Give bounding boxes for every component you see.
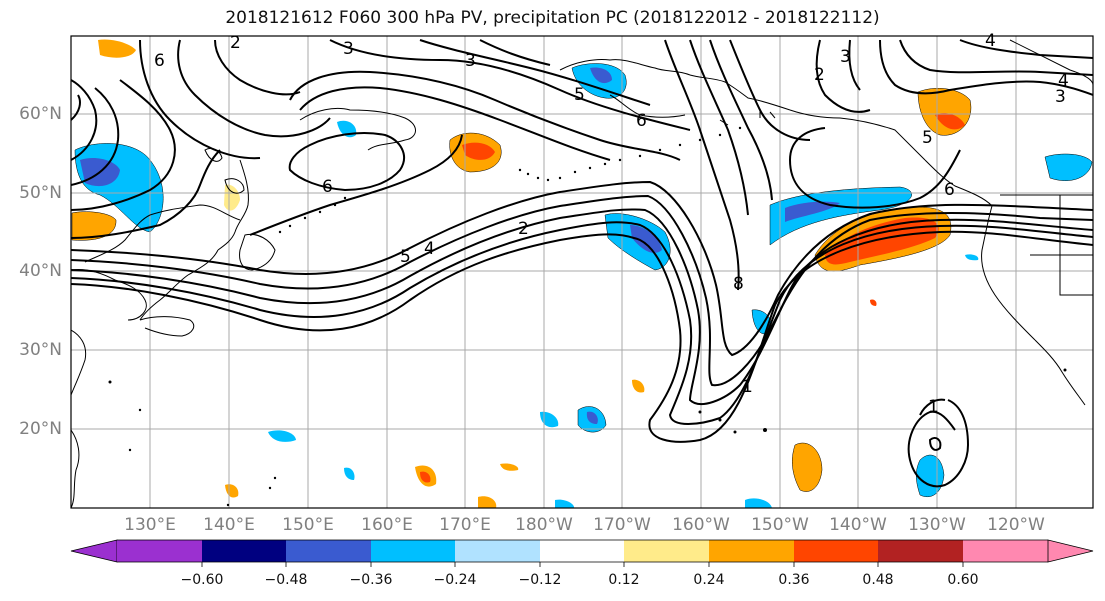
contour-label: 1: [742, 377, 753, 397]
lat-label: 50°N: [19, 183, 62, 203]
contour-label: 5: [922, 128, 933, 148]
pv-contours: [71, 39, 1093, 488]
colorbar-tick: 0.36: [778, 572, 810, 588]
colorbar-tick: 0.60: [947, 572, 979, 588]
contour-label: 3: [465, 51, 476, 71]
contour-label: 5: [574, 85, 585, 105]
colorbar: [70, 539, 1094, 567]
lon-label: 160°W: [672, 515, 730, 535]
contour-label: 6: [154, 51, 165, 71]
coastlines: [71, 39, 1093, 508]
contour-label: 3: [343, 39, 354, 59]
contour-label: 6: [636, 111, 647, 131]
lon-label: 130°W: [908, 515, 966, 535]
lon-label: 160°E: [361, 515, 413, 535]
lon-label: 140°E: [203, 515, 255, 535]
lon-label: 170°E: [439, 515, 491, 535]
map-title: 2018121612 F060 300 hPa PV, precipitatio…: [225, 8, 880, 28]
contour-label: 2: [230, 33, 241, 53]
contour-label: 6: [944, 180, 955, 200]
contour-label: 5: [400, 247, 411, 267]
contour-label: 6: [322, 177, 333, 197]
contour-label: 4: [424, 239, 435, 259]
lon-label: 180°W: [515, 515, 573, 535]
lon-label: 130°E: [124, 515, 176, 535]
colorbar-tick: −0.48: [264, 572, 308, 588]
lon-label: 120°W: [987, 515, 1045, 535]
colorbar-tick: −0.24: [433, 572, 477, 588]
colorbar-tick: −0.60: [180, 572, 224, 588]
lon-label: 150°E: [282, 515, 334, 535]
lat-label: 60°N: [19, 104, 62, 124]
contour-label: 3: [840, 47, 851, 67]
lat-label: 20°N: [19, 419, 62, 439]
contour-label: 2: [518, 219, 529, 239]
map-panel: 1 1 2 2 2 3 3 3 3 4 4 4 5 5 5 6 6 6 6 8: [70, 31, 1094, 509]
contour-label: 2: [814, 65, 825, 85]
contour-label: 4: [985, 31, 996, 51]
contour-labels: 1 1 2 2 2 3 3 3 3 4 4 4 5 5 5 6 6 6 6 8: [154, 31, 1069, 417]
lat-label: 30°N: [19, 340, 62, 360]
lon-label: 170°W: [593, 515, 651, 535]
lat-label: 40°N: [19, 261, 62, 281]
graticule: [71, 36, 1093, 508]
islands: [108, 126, 1067, 507]
colorbar-tick: −0.36: [349, 572, 393, 588]
colorbar-tick: 0.12: [608, 572, 640, 588]
contour-label: 1: [928, 397, 939, 417]
lon-label: 150°W: [751, 515, 809, 535]
contour-label: 8: [733, 274, 744, 294]
colorbar-tick: 0.24: [693, 572, 725, 588]
colorbar-tick: −0.12: [518, 572, 562, 588]
contour-label: 3: [1055, 87, 1066, 107]
lon-label: 140°W: [829, 515, 887, 535]
colorbar-tick: 0.48: [862, 572, 894, 588]
contour-label: 4: [1058, 71, 1069, 91]
